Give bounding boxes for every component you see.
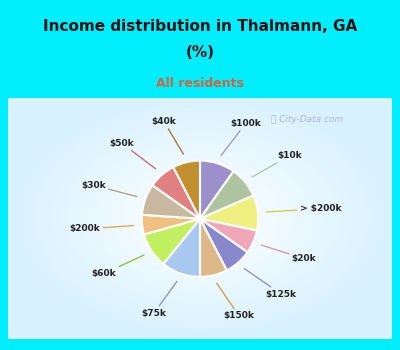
Wedge shape — [173, 161, 200, 219]
Text: $100k: $100k — [221, 119, 261, 155]
Wedge shape — [200, 171, 253, 219]
Text: Income distribution in Thalmann, GA: Income distribution in Thalmann, GA — [43, 19, 357, 34]
Text: (%): (%) — [186, 46, 214, 60]
Wedge shape — [142, 185, 200, 219]
Text: $30k: $30k — [81, 181, 137, 197]
Wedge shape — [200, 219, 248, 271]
Wedge shape — [200, 219, 257, 252]
Wedge shape — [144, 219, 200, 264]
Text: All residents: All residents — [156, 77, 244, 91]
Text: $125k: $125k — [244, 268, 297, 299]
Text: ⓘ City-Data.com: ⓘ City-Data.com — [271, 115, 344, 124]
Text: $10k: $10k — [252, 151, 302, 177]
Text: $150k: $150k — [217, 283, 254, 321]
Wedge shape — [142, 215, 200, 235]
Text: $20k: $20k — [261, 245, 316, 263]
Wedge shape — [200, 196, 258, 231]
Text: > $200k: > $200k — [266, 204, 341, 213]
Text: $40k: $40k — [152, 117, 184, 154]
Text: $60k: $60k — [92, 255, 144, 278]
Text: $200k: $200k — [70, 224, 134, 233]
Wedge shape — [163, 219, 200, 277]
Wedge shape — [200, 219, 227, 277]
Wedge shape — [152, 167, 200, 219]
Wedge shape — [200, 161, 234, 219]
Text: $75k: $75k — [142, 281, 177, 317]
Text: $50k: $50k — [110, 139, 156, 169]
